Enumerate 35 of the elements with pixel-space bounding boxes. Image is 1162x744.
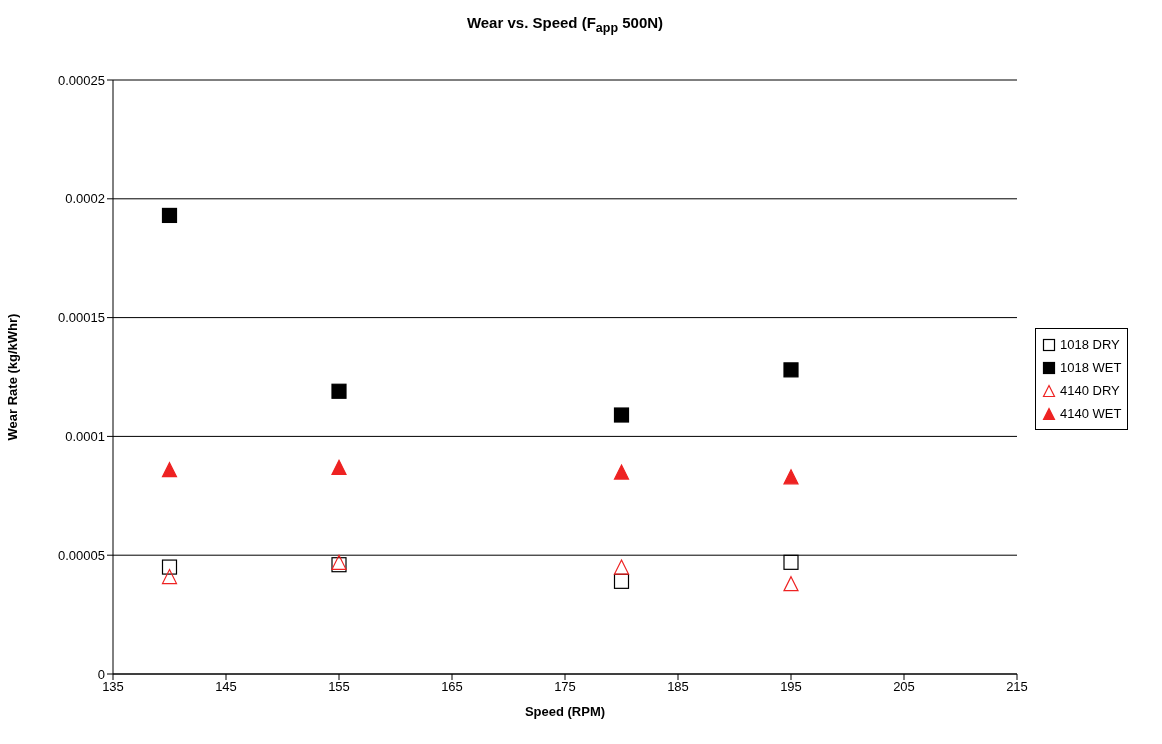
y-tick-label: 0.00015 (58, 310, 105, 326)
point (161, 568, 178, 585)
y-tick-label: 0.0001 (65, 429, 105, 445)
point (783, 362, 799, 378)
point (161, 559, 178, 575)
point (161, 462, 178, 478)
y-tick-label: 0.0002 (65, 191, 105, 207)
x-tick-label: 135 (102, 679, 124, 695)
x-tick-label: 185 (667, 679, 689, 695)
legend-label: 4140 DRY (1060, 383, 1120, 398)
x-tick-label: 145 (215, 679, 237, 695)
point (331, 383, 347, 399)
x-tick-label: 195 (780, 679, 802, 695)
point (783, 576, 799, 592)
x-axis-title: Speed (RPM) (524, 704, 606, 719)
x-tick-label: 175 (554, 679, 576, 695)
y-tick-label: 0 (97, 666, 105, 682)
point (783, 554, 799, 570)
chart-title: Wear vs. Speed (F$_{app}$ 500N) (465, 14, 665, 35)
x-tick-label: 205 (893, 679, 915, 695)
point (331, 459, 347, 475)
point (161, 207, 178, 224)
point (613, 559, 630, 575)
point (613, 464, 630, 480)
legend-label: 1018 WET (1060, 360, 1122, 375)
point (783, 469, 799, 485)
legend-label: 1018 DRY (1060, 337, 1120, 352)
point (613, 407, 630, 423)
x-tick-label: 155 (328, 679, 350, 695)
y-tick-label: 0.00025 (58, 72, 105, 88)
x-tick-label: 215 (1006, 679, 1028, 695)
y-tick-label: 0.00005 (58, 547, 105, 563)
y-axis-title: Wear Rate (kg/kWhr) (4, 313, 20, 441)
legend-label: 4140 WET (1060, 406, 1122, 421)
x-tick-label: 165 (441, 679, 463, 695)
